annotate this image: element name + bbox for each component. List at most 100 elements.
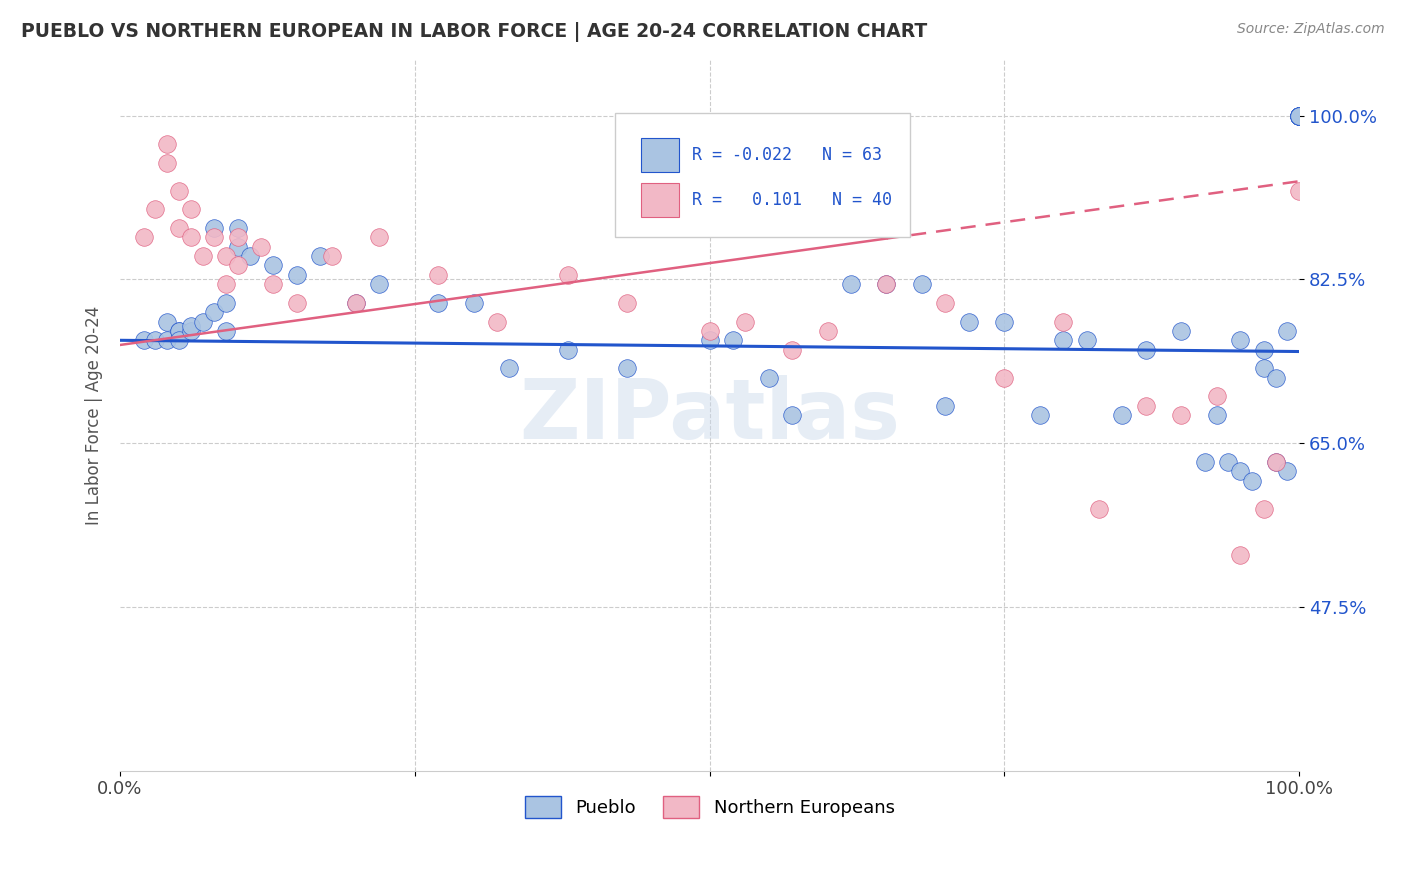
Point xyxy=(285,268,308,282)
Point xyxy=(215,249,238,263)
Point xyxy=(1277,464,1299,478)
Point xyxy=(1135,343,1157,357)
Point xyxy=(1170,408,1192,422)
Point xyxy=(875,277,897,292)
Point xyxy=(215,296,238,310)
Point xyxy=(321,249,343,263)
Point xyxy=(1229,549,1251,563)
Point xyxy=(934,399,956,413)
Point xyxy=(143,333,166,347)
Point xyxy=(180,319,202,334)
Point xyxy=(167,221,190,235)
Point xyxy=(1288,109,1310,123)
Point xyxy=(368,230,391,244)
Point xyxy=(202,305,225,319)
Point xyxy=(1264,455,1286,469)
Point xyxy=(1253,501,1275,516)
Point xyxy=(167,333,190,347)
Y-axis label: In Labor Force | Age 20-24: In Labor Force | Age 20-24 xyxy=(86,306,103,524)
Point xyxy=(1194,455,1216,469)
Point xyxy=(167,324,190,338)
Point xyxy=(156,136,179,151)
Point xyxy=(486,315,509,329)
Legend: Pueblo, Northern Europeans: Pueblo, Northern Europeans xyxy=(517,789,901,826)
Point xyxy=(758,370,780,384)
Point xyxy=(215,324,238,338)
Point xyxy=(1253,343,1275,357)
Point xyxy=(226,240,249,254)
Point xyxy=(699,333,721,347)
Point xyxy=(180,202,202,217)
Point xyxy=(1288,109,1310,123)
Point xyxy=(1288,184,1310,198)
Point xyxy=(1205,408,1227,422)
Point xyxy=(156,333,179,347)
Text: R =   0.101   N = 40: R = 0.101 N = 40 xyxy=(692,192,891,210)
Point xyxy=(344,296,367,310)
Point xyxy=(1205,389,1227,403)
Point xyxy=(1135,399,1157,413)
Point xyxy=(1264,370,1286,384)
Point xyxy=(957,315,980,329)
Point xyxy=(427,296,450,310)
Point xyxy=(934,296,956,310)
Point xyxy=(780,343,803,357)
Point xyxy=(817,324,839,338)
Point xyxy=(1288,109,1310,123)
Text: R = -0.022   N = 63: R = -0.022 N = 63 xyxy=(692,146,882,164)
Point xyxy=(180,230,202,244)
Point xyxy=(1264,455,1286,469)
Point xyxy=(215,277,238,292)
Point xyxy=(734,315,756,329)
Point xyxy=(1170,324,1192,338)
Point xyxy=(427,268,450,282)
Point xyxy=(202,221,225,235)
Point xyxy=(1288,109,1310,123)
Point xyxy=(993,315,1015,329)
Point xyxy=(167,184,190,198)
Point xyxy=(780,408,803,422)
Point xyxy=(463,296,485,310)
Point xyxy=(1288,109,1310,123)
Point xyxy=(262,277,284,292)
Point xyxy=(1229,333,1251,347)
Point xyxy=(226,221,249,235)
Point xyxy=(875,277,897,292)
Text: ZIPatlas: ZIPatlas xyxy=(519,375,900,456)
Point xyxy=(250,240,273,254)
Point xyxy=(191,315,214,329)
Point xyxy=(1076,333,1098,347)
Point xyxy=(285,296,308,310)
Point xyxy=(202,230,225,244)
Point xyxy=(1111,408,1133,422)
Point xyxy=(1052,315,1074,329)
Point xyxy=(616,361,638,376)
Point xyxy=(180,324,202,338)
Point xyxy=(226,259,249,273)
Point xyxy=(1241,474,1264,488)
Bar xyxy=(641,138,679,172)
Point xyxy=(309,249,332,263)
Point xyxy=(498,361,520,376)
Point xyxy=(226,230,249,244)
Point xyxy=(143,202,166,217)
Point xyxy=(911,277,934,292)
Point xyxy=(239,249,262,263)
Point xyxy=(699,324,721,338)
Point xyxy=(167,324,190,338)
Point xyxy=(1277,324,1299,338)
Text: PUEBLO VS NORTHERN EUROPEAN IN LABOR FORCE | AGE 20-24 CORRELATION CHART: PUEBLO VS NORTHERN EUROPEAN IN LABOR FOR… xyxy=(21,22,928,42)
FancyBboxPatch shape xyxy=(616,113,910,237)
Point xyxy=(1087,501,1109,516)
Point xyxy=(557,343,579,357)
Point xyxy=(1229,464,1251,478)
Point xyxy=(993,370,1015,384)
Point xyxy=(1288,109,1310,123)
Point xyxy=(156,155,179,169)
Point xyxy=(557,268,579,282)
Bar xyxy=(641,184,679,218)
Point xyxy=(1029,408,1052,422)
Point xyxy=(262,259,284,273)
Point xyxy=(1052,333,1074,347)
Point xyxy=(156,315,179,329)
